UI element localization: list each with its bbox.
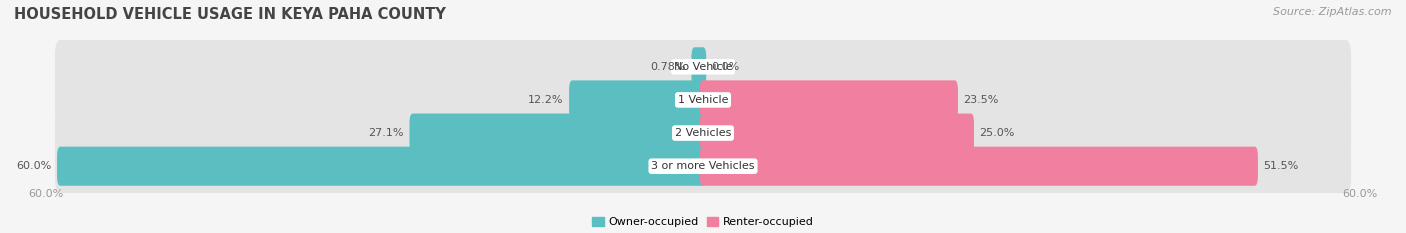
- FancyBboxPatch shape: [700, 147, 1258, 186]
- Text: 51.5%: 51.5%: [1263, 161, 1299, 171]
- FancyBboxPatch shape: [409, 113, 706, 153]
- Text: 0.78%: 0.78%: [651, 62, 686, 72]
- Text: No Vehicle: No Vehicle: [673, 62, 733, 72]
- Text: 25.0%: 25.0%: [980, 128, 1015, 138]
- FancyBboxPatch shape: [692, 47, 706, 86]
- Text: 60.0%: 60.0%: [17, 161, 52, 171]
- FancyBboxPatch shape: [58, 147, 706, 186]
- Text: 0.0%: 0.0%: [711, 62, 740, 72]
- Text: 3 or more Vehicles: 3 or more Vehicles: [651, 161, 755, 171]
- FancyBboxPatch shape: [700, 113, 974, 153]
- FancyBboxPatch shape: [55, 40, 1351, 94]
- FancyBboxPatch shape: [55, 139, 1351, 193]
- Legend: Owner-occupied, Renter-occupied: Owner-occupied, Renter-occupied: [592, 217, 814, 227]
- Text: Source: ZipAtlas.com: Source: ZipAtlas.com: [1274, 7, 1392, 17]
- Text: 60.0%: 60.0%: [1343, 189, 1378, 199]
- Text: HOUSEHOLD VEHICLE USAGE IN KEYA PAHA COUNTY: HOUSEHOLD VEHICLE USAGE IN KEYA PAHA COU…: [14, 7, 446, 22]
- FancyBboxPatch shape: [55, 106, 1351, 160]
- Text: 2 Vehicles: 2 Vehicles: [675, 128, 731, 138]
- Text: 60.0%: 60.0%: [28, 189, 63, 199]
- Text: 12.2%: 12.2%: [529, 95, 564, 105]
- Text: 1 Vehicle: 1 Vehicle: [678, 95, 728, 105]
- FancyBboxPatch shape: [55, 73, 1351, 127]
- Text: 27.1%: 27.1%: [368, 128, 404, 138]
- FancyBboxPatch shape: [700, 80, 957, 120]
- FancyBboxPatch shape: [569, 80, 706, 120]
- Text: 23.5%: 23.5%: [963, 95, 998, 105]
